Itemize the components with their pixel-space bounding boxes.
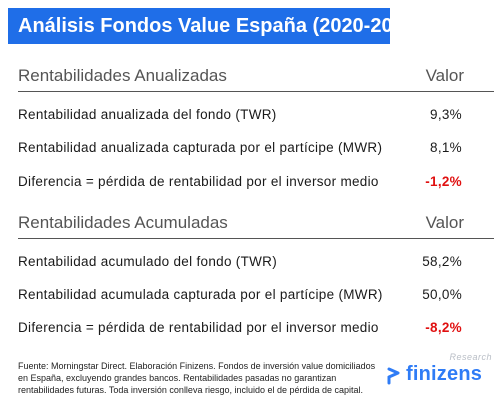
page-title: Análisis Fondos Value España (2020-2024) xyxy=(8,8,422,44)
footer-note: Fuente: Morningstar Direct. Elaboración … xyxy=(18,361,376,395)
row-label: Diferencia = pérdida de rentabilidad por… xyxy=(18,174,379,189)
cumulative-section-header: Rentabilidades Acumuladas Valor xyxy=(18,213,494,239)
row-value: 58,2% xyxy=(422,254,462,269)
cumulative-row-mwr: Rentabilidad acumulada capturada por el … xyxy=(18,287,494,309)
annualized-value-heading: Valor xyxy=(425,66,464,85)
row-label: Rentabilidad acumulado del fondo (TWR) xyxy=(18,254,278,269)
annualized-row-mwr: Rentabilidad anualizada capturada por el… xyxy=(18,140,494,162)
annualized-section-header: Rentabilidades Anualizadas Valor xyxy=(18,66,494,92)
cumulative-row-difference: Diferencia = pérdida de rentabilidad por… xyxy=(18,320,494,342)
logo-tagline: Research xyxy=(449,352,492,362)
cumulative-row-twr: Rentabilidad acumulado del fondo (TWR) 5… xyxy=(18,254,494,276)
cumulative-value-heading: Valor xyxy=(425,213,464,232)
annualized-heading: Rentabilidades Anualizadas xyxy=(18,66,227,85)
row-value: 9,3% xyxy=(430,107,462,122)
row-value-negative: -8,2% xyxy=(425,320,462,335)
row-label: Rentabilidad anualizada del fondo (TWR) xyxy=(18,107,277,122)
row-value: 8,1% xyxy=(430,140,462,155)
finizens-mark-icon xyxy=(387,367,400,385)
finizens-logo: Research finizens xyxy=(386,352,494,386)
annualized-row-twr: Rentabilidad anualizada del fondo (TWR) … xyxy=(18,107,494,129)
row-value-negative: -1,2% xyxy=(425,174,462,189)
logo-brand: finizens xyxy=(406,363,483,385)
cumulative-heading: Rentabilidades Acumuladas xyxy=(18,213,228,232)
row-label: Diferencia = pérdida de rentabilidad por… xyxy=(18,320,379,335)
row-label: Rentabilidad anualizada capturada por el… xyxy=(18,140,383,155)
row-value: 50,0% xyxy=(422,287,462,302)
annualized-row-difference: Diferencia = pérdida de rentabilidad por… xyxy=(18,174,494,196)
row-label: Rentabilidad acumulada capturada por el … xyxy=(18,287,383,302)
